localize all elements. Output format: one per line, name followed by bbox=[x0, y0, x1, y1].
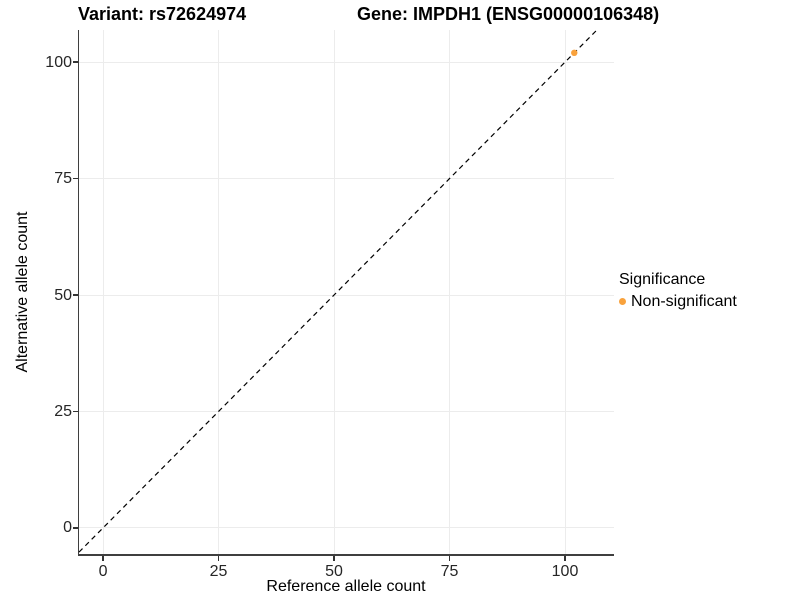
y-gridline bbox=[79, 61, 614, 63]
y-axis-line bbox=[77, 30, 79, 556]
x-tick-mark bbox=[448, 555, 451, 561]
x-axis-line bbox=[77, 554, 614, 556]
x-gridline bbox=[564, 30, 566, 554]
x-tick-mark bbox=[564, 555, 566, 561]
x-tick-label: 100 bbox=[551, 563, 579, 580]
data-point bbox=[571, 49, 578, 57]
y-tick-mark bbox=[72, 527, 78, 529]
panel-canvas bbox=[78, 29, 598, 553]
y-tick-mark bbox=[72, 177, 78, 180]
legend-item: Non-significant bbox=[619, 292, 737, 311]
y-tick-label: 100 bbox=[45, 53, 72, 71]
x-tick-label: 75 bbox=[440, 563, 459, 580]
plot-title-variant: Variant: rs72624974 bbox=[78, 4, 247, 24]
x-tick-mark bbox=[102, 555, 104, 561]
x-gridline bbox=[102, 30, 104, 554]
x-gridline bbox=[333, 30, 335, 554]
y-gridline bbox=[79, 178, 614, 180]
y-tick-mark bbox=[72, 410, 78, 413]
y-gridline bbox=[79, 527, 614, 529]
x-gridline bbox=[449, 30, 451, 554]
y-tick-mark bbox=[72, 61, 78, 63]
legend-items: Non-significant bbox=[619, 292, 737, 311]
identity-dashed-line bbox=[78, 29, 598, 553]
y-tick-mark bbox=[72, 294, 78, 296]
y-axis-title: Alternative allele count bbox=[14, 211, 31, 373]
plot-title-gene: Gene: IMPDH1 (ENSG00000106348) bbox=[357, 4, 660, 24]
x-tick-label: 25 bbox=[209, 563, 228, 580]
y-tick-label: 75 bbox=[54, 170, 72, 188]
legend: Significance Non-significant bbox=[619, 270, 737, 311]
y-tick-label: 0 bbox=[63, 519, 72, 537]
x-tick-label: 50 bbox=[325, 563, 343, 580]
legend-dot-icon bbox=[619, 298, 626, 305]
legend-item-label: Non-significant bbox=[631, 293, 737, 310]
x-tick-mark bbox=[333, 555, 335, 561]
x-tick-label: 0 bbox=[98, 563, 108, 580]
x-tick-mark bbox=[217, 555, 220, 561]
y-gridline bbox=[79, 294, 614, 296]
y-tick-label: 50 bbox=[54, 286, 72, 304]
x-gridline bbox=[218, 30, 220, 554]
legend-title: Significance bbox=[619, 271, 706, 288]
x-axis-title: Reference allele count bbox=[266, 578, 426, 595]
y-gridline bbox=[79, 410, 614, 412]
y-tick-label: 25 bbox=[54, 402, 72, 420]
